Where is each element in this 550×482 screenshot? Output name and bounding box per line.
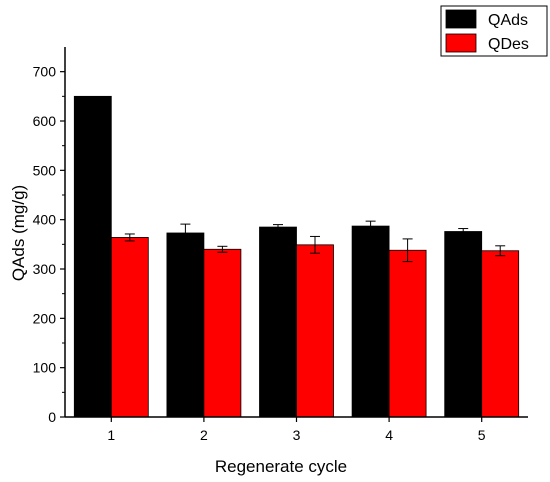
y-tick-label-700: 700 [33,64,57,80]
bar-qads-cycle-4 [351,225,390,418]
bar-qads-cycle-1 [73,95,112,418]
x-tick-label-2: 2 [200,427,208,443]
y-tick-label-200: 200 [33,310,57,326]
y-tick-label-300: 300 [33,261,57,277]
legend[interactable]: QAds QDes [440,5,548,57]
plot-marks [73,95,520,418]
bar-qdes-cycle-4 [388,249,427,418]
bar-qdes-cycle-1 [110,237,149,418]
legend-swatch-qdes [445,33,477,53]
x-tick-label-5: 5 [478,427,486,443]
legend-label-qads: QAds [488,12,528,29]
y-axis-label: QAds (mg/g) [9,185,28,281]
x-tick-label-1: 1 [107,427,115,443]
axes: 0 100 200 300 400 500 600 700 1 2 3 4 5 [33,47,528,443]
bar-qads-cycle-2 [166,232,205,418]
bar-qdes-cycle-3 [296,244,334,418]
x-axis-label: Regenerate cycle [215,457,347,476]
y-tick-label-100: 100 [33,360,57,376]
y-tick-label-400: 400 [33,212,57,228]
x-tick-label-3: 3 [293,427,301,443]
bar-qdes-cycle-5 [481,250,520,418]
legend-swatch-qads [445,9,477,29]
y-tick-label-0: 0 [48,409,56,425]
y-tick-label-500: 500 [33,162,57,178]
x-tick-label-4: 4 [385,427,393,443]
legend-label-qdes: QDes [488,36,529,53]
y-tick-label-600: 600 [33,113,57,129]
bar-qads-cycle-3 [259,226,297,418]
bar-qads-cycle-5 [444,231,483,418]
bar-qdes-cycle-2 [203,248,242,418]
